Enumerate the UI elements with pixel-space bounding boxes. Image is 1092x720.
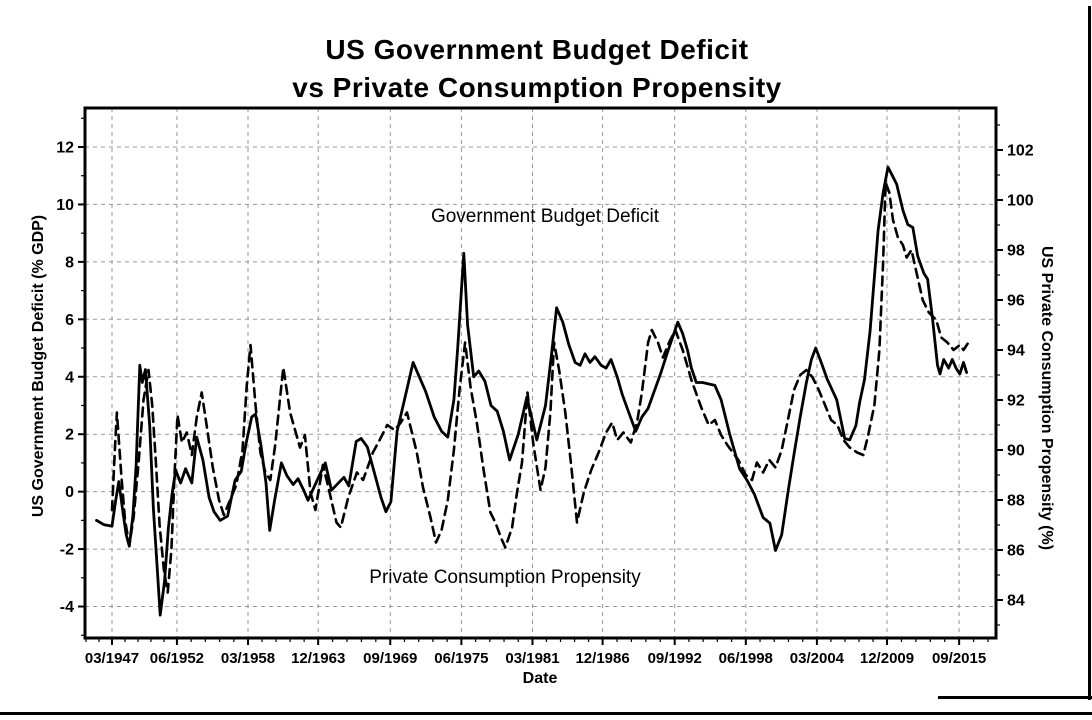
- y-left-tick-label: 10: [56, 197, 74, 214]
- y-right-tick-label: 84: [1007, 593, 1025, 610]
- annotation-dashed-series: Private Consumption Propensity: [369, 567, 641, 588]
- y-left-tick-label: 0: [65, 484, 74, 501]
- x-tick-label: 09/2015: [932, 650, 986, 667]
- x-tick-label: 09/1992: [648, 650, 702, 667]
- x-tick-label: 12/1986: [575, 650, 629, 667]
- y-left-tick-label: 8: [65, 254, 74, 271]
- x-tick-label: 03/1947: [85, 650, 139, 667]
- y-left-tick-label: 12: [56, 140, 74, 157]
- x-tick-label: 09/1969: [363, 650, 417, 667]
- x-tick-label: 03/2004: [790, 650, 845, 667]
- y-left-tick-label: -2: [60, 542, 74, 559]
- y-left-tick-label: -4: [60, 599, 74, 616]
- annotation-solid-series: Government Budget Deficit: [430, 206, 660, 227]
- y-left-tick-label: 6: [65, 312, 74, 329]
- plot-frame: [83, 106, 998, 640]
- y-right-tick-label: 92: [1007, 393, 1025, 410]
- y-right-tick-label: 90: [1007, 443, 1025, 460]
- y-left-tick-label: 4: [65, 369, 74, 386]
- y-right-tick-label: 94: [1007, 343, 1025, 360]
- x-tick-label: 12/1963: [291, 650, 345, 667]
- chart-title: US Government Budget Deficit vs Private …: [0, 31, 1083, 107]
- consumption-propensity-line: [110, 181, 970, 594]
- x-tick-label: 06/1975: [434, 650, 488, 667]
- x-tick-label: 03/1981: [505, 650, 559, 667]
- y-left-tick-label: 2: [65, 427, 74, 444]
- window-border-corner: [938, 696, 1092, 699]
- y-right-tick-label: 100: [1007, 193, 1034, 210]
- chart-title-line2: vs Private Consumption Propensity: [292, 72, 782, 103]
- x-axis-title: Date: [522, 670, 558, 687]
- x-tick-label: 12/2009: [860, 650, 914, 667]
- y-left-axis-title: US Government Budget Deficit (% GDP): [30, 214, 47, 518]
- y-right-tick-label: 86: [1007, 543, 1025, 560]
- x-tick-label: 06/1952: [150, 650, 204, 667]
- chart-title-line1: US Government Budget Deficit: [325, 34, 749, 65]
- window-border-right: [1088, 6, 1091, 700]
- x-tick-label: 06/1998: [719, 650, 773, 667]
- y-right-tick-label: 96: [1007, 293, 1025, 310]
- budget-deficit-line: [95, 165, 968, 617]
- y-right-tick-label: 88: [1007, 493, 1025, 510]
- x-tick-label: 03/1958: [221, 650, 275, 667]
- y-right-axis-title: US Private Consumption Propensity (%): [1038, 245, 1055, 551]
- y-right-tick-label: 98: [1007, 243, 1025, 260]
- y-right-tick-label: 102: [1007, 143, 1034, 160]
- window-border-bottom: [0, 712, 1092, 715]
